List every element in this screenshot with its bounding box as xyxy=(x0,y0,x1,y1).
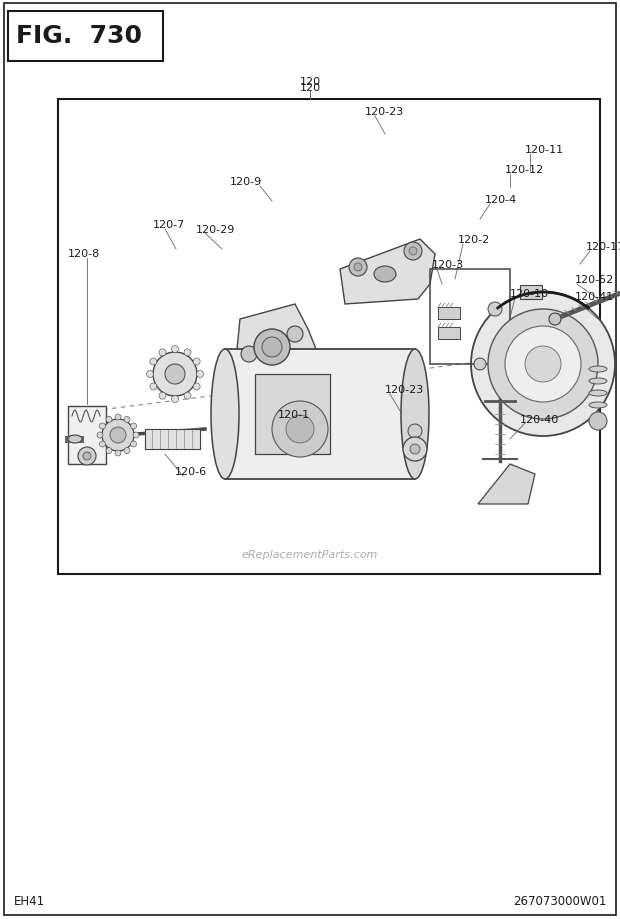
Circle shape xyxy=(488,302,502,317)
Ellipse shape xyxy=(589,367,607,372)
Bar xyxy=(438,328,460,340)
Text: 120-23: 120-23 xyxy=(385,384,424,394)
Circle shape xyxy=(549,313,561,325)
Circle shape xyxy=(99,424,105,429)
Ellipse shape xyxy=(211,349,239,480)
Text: 120-1: 120-1 xyxy=(278,410,310,420)
Circle shape xyxy=(172,346,179,353)
Circle shape xyxy=(272,402,328,458)
Bar xyxy=(430,269,510,365)
Text: 267073000W01: 267073000W01 xyxy=(513,894,606,908)
Polygon shape xyxy=(232,305,316,400)
Circle shape xyxy=(102,420,134,451)
Circle shape xyxy=(488,310,598,420)
Circle shape xyxy=(505,326,581,403)
Ellipse shape xyxy=(589,391,607,397)
Circle shape xyxy=(286,415,314,444)
Text: 120: 120 xyxy=(299,77,321,87)
Circle shape xyxy=(254,330,290,366)
Circle shape xyxy=(97,433,103,438)
Circle shape xyxy=(106,417,112,423)
Circle shape xyxy=(197,371,203,378)
Text: 120-23: 120-23 xyxy=(365,107,404,117)
Text: 120-40: 120-40 xyxy=(520,414,559,425)
Circle shape xyxy=(131,441,136,448)
Bar xyxy=(520,286,542,300)
Circle shape xyxy=(193,383,200,391)
Circle shape xyxy=(184,392,191,400)
Circle shape xyxy=(150,358,157,366)
Text: FIG.  730: FIG. 730 xyxy=(16,24,142,48)
Text: 120-4: 120-4 xyxy=(485,195,517,205)
Circle shape xyxy=(165,365,185,384)
Text: 120-29: 120-29 xyxy=(196,225,236,234)
Circle shape xyxy=(409,248,417,255)
Ellipse shape xyxy=(374,267,396,283)
Circle shape xyxy=(287,326,303,343)
Circle shape xyxy=(184,349,191,357)
Polygon shape xyxy=(478,464,535,505)
Circle shape xyxy=(106,448,112,454)
Bar xyxy=(58,100,600,574)
Ellipse shape xyxy=(589,403,607,409)
Bar xyxy=(8,12,163,62)
Circle shape xyxy=(115,450,121,457)
Text: 120: 120 xyxy=(299,83,321,93)
Circle shape xyxy=(525,346,561,382)
Text: 120-52: 120-52 xyxy=(575,275,614,285)
Text: 120-9: 120-9 xyxy=(230,176,262,187)
Text: eReplacementParts.com: eReplacementParts.com xyxy=(242,550,378,560)
Text: 120-41: 120-41 xyxy=(575,291,614,301)
Bar xyxy=(225,349,415,480)
Text: 120-12: 120-12 xyxy=(505,165,544,175)
Circle shape xyxy=(115,414,121,421)
Circle shape xyxy=(404,243,422,261)
Circle shape xyxy=(408,425,422,438)
Circle shape xyxy=(99,441,105,448)
Circle shape xyxy=(124,417,130,423)
Circle shape xyxy=(159,392,166,400)
Text: 120-10: 120-10 xyxy=(510,289,549,299)
Text: 120-11: 120-11 xyxy=(525,145,564,154)
Circle shape xyxy=(153,353,197,397)
Circle shape xyxy=(159,349,166,357)
Ellipse shape xyxy=(401,349,429,480)
Circle shape xyxy=(150,383,157,391)
Text: 120-2: 120-2 xyxy=(458,234,490,244)
Bar xyxy=(68,406,106,464)
Circle shape xyxy=(83,452,91,460)
Circle shape xyxy=(241,346,257,363)
Polygon shape xyxy=(340,240,435,305)
Circle shape xyxy=(471,292,615,437)
Circle shape xyxy=(78,448,96,466)
Ellipse shape xyxy=(68,436,82,444)
Text: 120-6: 120-6 xyxy=(175,467,207,476)
Circle shape xyxy=(133,433,139,438)
Text: 120-8: 120-8 xyxy=(68,249,100,259)
Circle shape xyxy=(349,259,367,277)
Circle shape xyxy=(410,445,420,455)
Circle shape xyxy=(110,427,126,444)
Text: 120-7: 120-7 xyxy=(153,220,185,230)
Bar xyxy=(438,308,460,320)
Circle shape xyxy=(403,437,427,461)
Ellipse shape xyxy=(216,370,228,389)
Circle shape xyxy=(474,358,486,370)
Text: EH41: EH41 xyxy=(14,894,45,908)
Ellipse shape xyxy=(589,379,607,384)
Circle shape xyxy=(124,448,130,454)
Text: 120-3: 120-3 xyxy=(432,260,464,269)
Circle shape xyxy=(172,396,179,403)
Circle shape xyxy=(262,337,282,357)
Circle shape xyxy=(146,371,154,378)
Bar xyxy=(255,375,330,455)
Circle shape xyxy=(131,424,136,429)
Circle shape xyxy=(589,413,607,430)
Circle shape xyxy=(354,264,362,272)
Text: 120-17: 120-17 xyxy=(586,242,620,252)
Circle shape xyxy=(193,358,200,366)
